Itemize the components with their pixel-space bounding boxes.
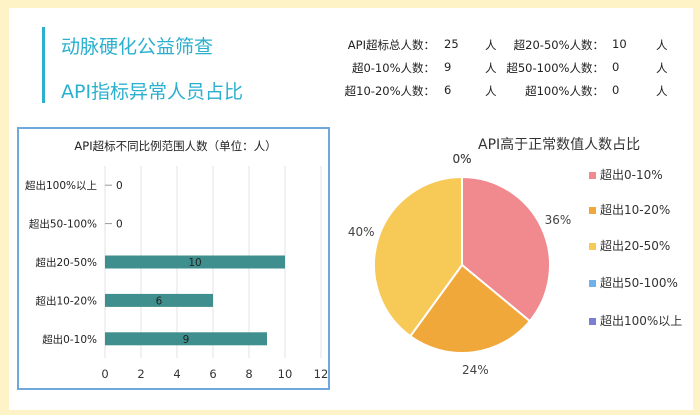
stat-unit-0-10: 人	[485, 61, 497, 75]
stat-value-20-50: 10	[612, 37, 627, 51]
legend-item: 超出10-20%	[589, 203, 690, 218]
legend-label: 超出50-100%	[600, 276, 678, 290]
legend-swatch	[589, 172, 596, 179]
legend-item: 超出0-10%	[589, 168, 690, 183]
stat-value-10-20: 6	[444, 83, 452, 97]
legend-label: 超出10-20%	[600, 203, 671, 217]
page-subtitle: API指标异常人员占比	[61, 81, 244, 103]
stat-unit-100: 人	[656, 84, 668, 98]
bar-chart-title: API超标不同比例范围人数（单位：人）	[74, 139, 277, 153]
stat-unit-20-50: 人	[656, 38, 668, 52]
legend-label: 超出20-50%	[600, 239, 671, 253]
stat-value-50-100: 0	[612, 60, 620, 74]
legend-swatch	[589, 243, 596, 250]
legend-item: 超出100%以上	[589, 314, 690, 329]
legend-item: 超出20-50%	[589, 239, 690, 254]
title-accent-bar	[42, 27, 45, 103]
pie-chart-title: API高于正常数值人数占比	[478, 137, 641, 153]
legend-swatch	[589, 280, 596, 287]
stat-value-total: 25	[444, 37, 459, 51]
stat-value-0-10: 9	[444, 60, 452, 74]
legend-label: 超出0-10%	[600, 168, 663, 182]
legend-label: 超出100%以上	[600, 314, 683, 328]
stat-unit-10-20: 人	[485, 84, 497, 98]
legend-swatch	[589, 318, 596, 325]
stat-value-100: 0	[612, 83, 620, 97]
page-title: 动脉硬化公益筛查	[61, 36, 214, 58]
bar-chart-panel: API超标不同比例范围人数（单位：人）	[17, 127, 330, 390]
legend-item: 超出50-100%	[589, 276, 690, 291]
stat-unit-50-100: 人	[656, 61, 668, 75]
legend-swatch	[589, 207, 596, 214]
stat-unit-total: 人	[485, 38, 497, 52]
